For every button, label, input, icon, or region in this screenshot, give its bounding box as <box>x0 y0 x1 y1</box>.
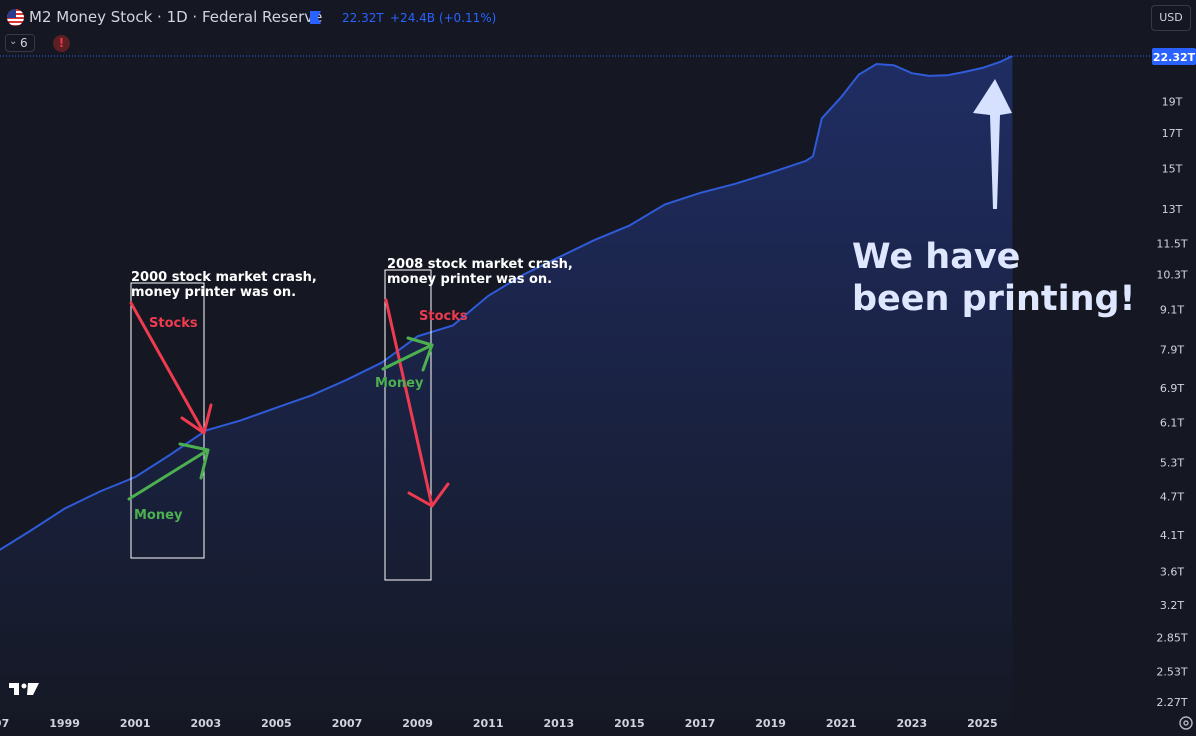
money-label-2000: Money <box>134 508 183 523</box>
x-tick-label: 2001 <box>120 717 151 730</box>
x-tick-label: 2021 <box>826 717 857 730</box>
headline-label: We have been printing! <box>852 237 1136 319</box>
value-change: +24.4B (+0.11%) <box>390 11 497 25</box>
money-arrow-2000 <box>127 442 210 501</box>
warning-icon[interactable]: ! <box>53 35 70 52</box>
x-tick-label: 2019 <box>755 717 786 730</box>
chevron-down-icon: ⌄ <box>9 36 18 47</box>
x-tick-label: 2007 <box>332 717 363 730</box>
y-tick-label: 19T <box>1162 96 1183 109</box>
y-tick-label: 9.1T <box>1160 304 1184 317</box>
symbol-title[interactable]: M2 Money Stock · 1D · Federal Reserve <box>29 8 323 26</box>
indicator-count: 6 <box>20 36 28 50</box>
tradingview-logo[interactable] <box>9 683 39 695</box>
x-tick-label: 1997 <box>0 717 9 730</box>
y-axis[interactable]: 19T 17T 15T 13T 11.5T 10.3T 9.1T 7.9T 6.9T 6.1T 5.… <box>1156 96 1187 709</box>
y-tick-label: 4.1T <box>1160 529 1184 542</box>
y-tick-label: 11.5T <box>1156 237 1187 250</box>
y-tick-label: 5.3T <box>1160 456 1184 469</box>
x-tick-label: 2009 <box>402 717 433 730</box>
x-tick-label: 2015 <box>614 717 645 730</box>
series-area <box>0 56 1013 736</box>
y-tick-label: 15T <box>1162 162 1183 175</box>
money-arrow-2008 <box>381 336 434 372</box>
y-tick-label: 3.2T <box>1160 599 1184 612</box>
last-value: 22.32T <box>342 11 384 25</box>
stocks-label-2008: Stocks <box>419 309 468 324</box>
currency-selector[interactable]: USD <box>1151 5 1191 31</box>
y-tick-label: 7.9T <box>1160 344 1184 357</box>
x-tick-label: 2013 <box>543 717 574 730</box>
x-tick-label: 2023 <box>896 717 927 730</box>
last-value-tag: 22.32T <box>1152 48 1196 65</box>
y-tick-label: 17T <box>1162 127 1183 140</box>
svg-text:22.32T: 22.32T <box>1153 51 1196 64</box>
us-flag-icon <box>7 9 24 26</box>
settings-icon[interactable] <box>1177 714 1195 732</box>
x-tick-label: 2017 <box>685 717 716 730</box>
y-tick-label: 6.9T <box>1160 382 1184 395</box>
x-tick-label: 2025 <box>967 717 998 730</box>
x-tick-label: 2003 <box>190 717 221 730</box>
y-tick-label: 13T <box>1162 203 1183 216</box>
big-up-arrow <box>973 79 1012 209</box>
crash-2000-box <box>130 282 205 559</box>
indicators-toggle-button[interactable]: ⌄ 6 <box>5 34 35 52</box>
x-tick-label: 2011 <box>473 717 504 730</box>
y-tick-label: 3.6T <box>1160 566 1184 579</box>
chart-header: M2 Money Stock · 1D · Federal Reserve 22… <box>0 0 1150 56</box>
y-tick-label: 2.27T <box>1156 696 1187 709</box>
x-axis[interactable]: 1997 1999 2001 2003 2005 2007 2009 2011 2013 2015… <box>0 717 998 730</box>
crash-2008-label: 2008 stock market crash, money printer wa… <box>387 257 573 287</box>
y-tick-label: 2.85T <box>1156 632 1187 645</box>
y-tick-label: 10.3T <box>1156 269 1187 282</box>
stocks-arrow-2008 <box>384 298 450 508</box>
x-tick-label: 2005 <box>261 717 292 730</box>
crash-2000-label: 2000 stock market crash, money printer wa… <box>131 270 317 300</box>
stocks-arrow-2000 <box>129 301 213 435</box>
money-label-2008: Money <box>375 376 424 391</box>
y-tick-label: 4.7T <box>1160 490 1184 503</box>
crash-2008-box <box>384 269 432 581</box>
x-tick-label: 1999 <box>49 717 80 730</box>
bookmark-flag-icon[interactable] <box>310 11 321 24</box>
y-tick-label: 2.53T <box>1156 665 1187 678</box>
y-tick-label: 6.1T <box>1160 417 1184 430</box>
stocks-label-2000: Stocks <box>149 316 198 331</box>
